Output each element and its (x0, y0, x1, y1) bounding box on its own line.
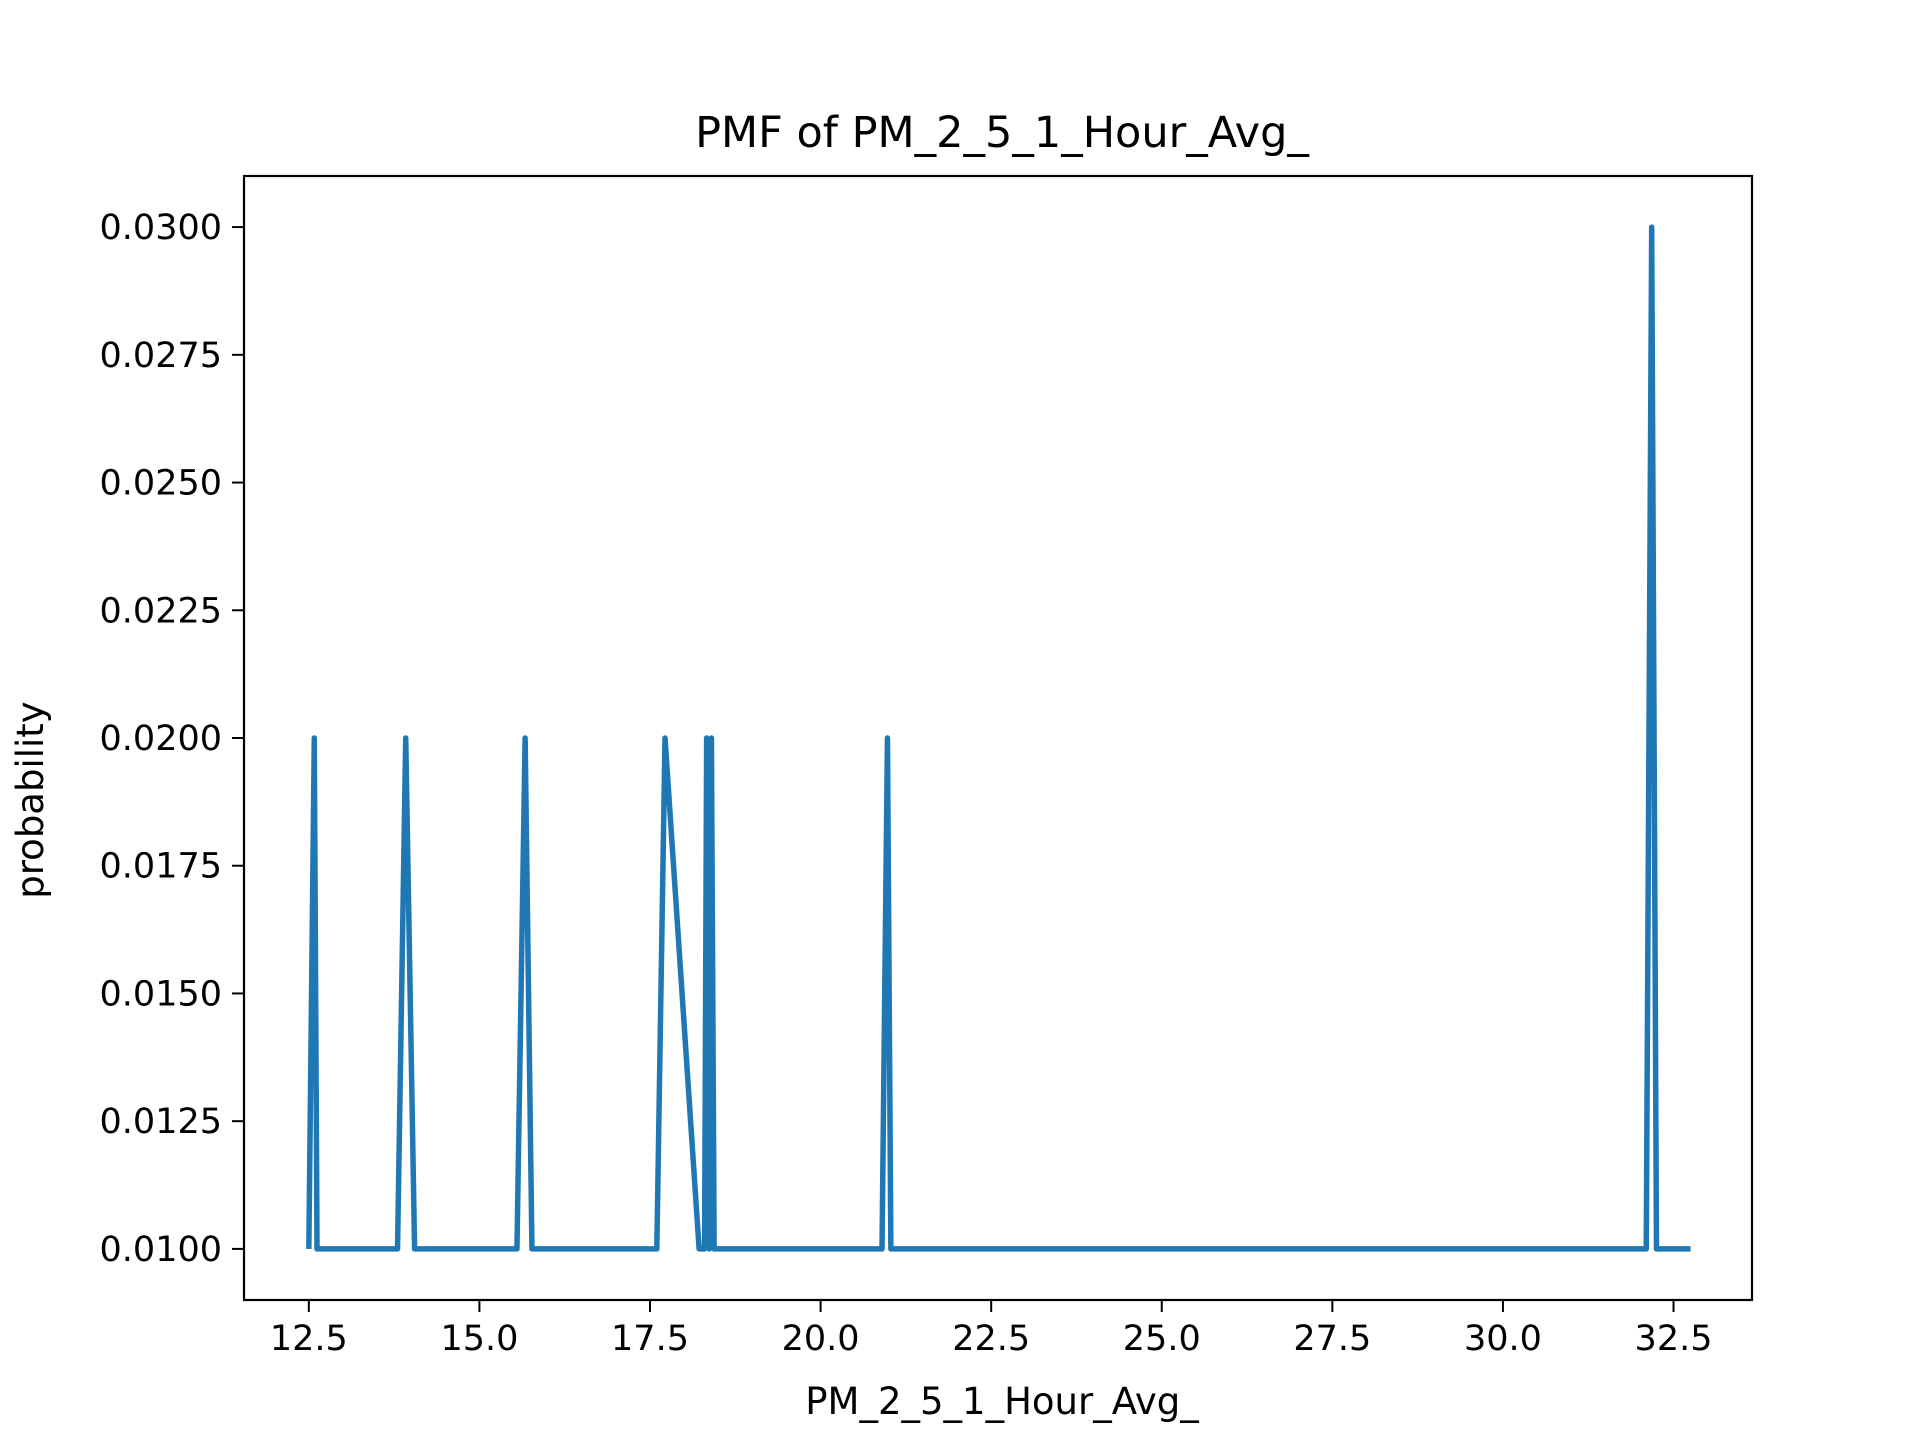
y-tick-label: 0.0125 (100, 1102, 222, 1142)
x-tick-label: 30.0 (1464, 1319, 1542, 1359)
y-tick-label: 0.0275 (100, 336, 222, 376)
axes-frame (242, 174, 1754, 1302)
y-tick-label: 0.0250 (100, 464, 222, 504)
y-axis: 0.0100 0.0125 0.0150 0.0175 0.0200 0.0225 0.02… (100, 208, 244, 1270)
y-tick-label: 0.0200 (100, 719, 222, 759)
x-tick-label: 27.5 (1293, 1319, 1371, 1359)
x-tick-label: 20.0 (782, 1319, 860, 1359)
x-axis-label: PM_2_5_1_Hour_Avg_ (805, 1380, 1199, 1423)
x-axis: 12.5 15.0 17.5 20.0 22.5 25.0 27.5 30.0 32.5 (270, 1300, 1713, 1359)
y-tick-label: 0.0150 (100, 974, 222, 1014)
y-axis-label: probability (9, 701, 52, 898)
series-line-0 (306, 224, 1691, 1252)
x-tick-label: 25.0 (1123, 1319, 1201, 1359)
x-tick-label: 15.0 (440, 1319, 518, 1359)
y-tick-label: 0.0300 (100, 208, 222, 248)
x-tick-label: 12.5 (270, 1319, 348, 1359)
y-tick-label: 0.0225 (100, 591, 222, 631)
x-tick-label: 22.5 (952, 1319, 1030, 1359)
chart-title: PMF of PM_2_5_1_Hour_Avg_ (695, 108, 1309, 158)
x-tick-label: 17.5 (611, 1319, 689, 1359)
y-tick-label: 0.0100 (100, 1230, 222, 1270)
y-tick-label: 0.0175 (100, 847, 222, 887)
plot-area (306, 224, 1691, 1252)
x-tick-label: 32.5 (1635, 1319, 1713, 1359)
